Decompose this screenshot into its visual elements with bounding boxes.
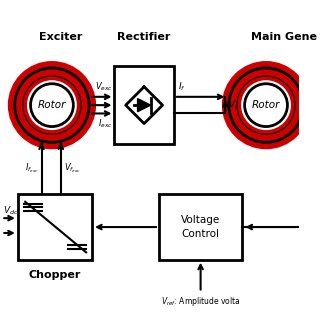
Bar (159, 194, 242, 260)
Circle shape (244, 84, 287, 127)
Text: $I_{exc}$: $I_{exc}$ (98, 118, 113, 130)
Text: $V_{f_{exc}}$: $V_{f_{exc}}$ (64, 162, 81, 175)
Bar (18, 194, 92, 260)
Circle shape (229, 68, 303, 142)
Text: Chopper: Chopper (29, 270, 81, 280)
Text: Main Gene: Main Gene (251, 32, 317, 42)
Text: Exciter: Exciter (39, 32, 83, 42)
Text: Voltage
Control: Voltage Control (181, 215, 220, 239)
Text: $V_{ref}$: Amplitude volta: $V_{ref}$: Amplitude volta (161, 295, 240, 308)
Bar (114, 67, 174, 144)
Text: $V_{exc}$: $V_{exc}$ (95, 80, 113, 93)
Polygon shape (138, 99, 151, 112)
Text: $V_{dc}$: $V_{dc}$ (3, 204, 19, 217)
Text: $I_{f_{exc}}$: $I_{f_{exc}}$ (25, 162, 38, 175)
Circle shape (15, 68, 89, 142)
Text: Rotor: Rotor (38, 100, 66, 110)
Text: $I_f$: $I_f$ (178, 81, 186, 93)
Text: $V_f$: $V_f$ (228, 98, 239, 110)
Text: Rotor: Rotor (252, 100, 280, 110)
Text: Rectifier: Rectifier (117, 32, 171, 42)
Circle shape (30, 84, 73, 127)
